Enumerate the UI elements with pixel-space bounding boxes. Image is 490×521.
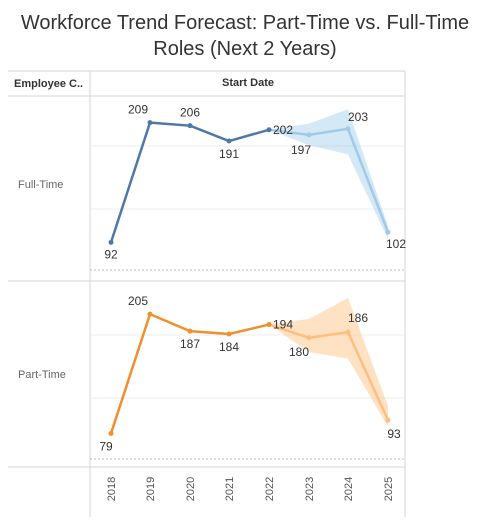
part-time-panel: Part-Time 79 205 187 184 194 180 186 93: [18, 294, 405, 453]
part-time-forecast-band: [269, 298, 388, 427]
part-time-forecast-point: [306, 335, 312, 341]
full-time-forecast-point: [385, 229, 391, 235]
part-time-row-label: Part-Time: [18, 369, 66, 381]
row-header: Employee C..: [14, 78, 83, 90]
part-time-actual-point: [187, 328, 193, 334]
x-tick-label: 2025: [383, 477, 395, 501]
full-time-forecast-point: [306, 132, 312, 138]
x-tick-label: 2022: [264, 477, 276, 501]
full-time-actual-label: 92: [104, 247, 118, 261]
full-time-actual-point: [147, 120, 153, 126]
part-time-forecast-label: 93: [387, 427, 401, 441]
part-time-actual-point: [147, 311, 153, 317]
part-time-actual-point: [226, 331, 232, 337]
full-time-forecast-point: [345, 126, 351, 132]
full-time-panel: Full-Time 92 209 206 191 202 197 203 102: [18, 103, 406, 262]
part-time-actual-point: [108, 430, 114, 436]
column-header: Start Date: [222, 77, 274, 89]
full-time-row-label: Full-Time: [18, 179, 63, 191]
full-time-actual-label: 206: [180, 106, 200, 120]
full-time-actual-point: [187, 123, 193, 129]
full-time-forecast-band: [269, 109, 388, 240]
part-time-actual-label: 205: [128, 294, 148, 308]
part-time-actual-label: 194: [273, 318, 293, 332]
full-time-forecast-line: [268, 127, 390, 233]
full-time-actual-line: [109, 121, 270, 243]
chart-title: Workforce Trend Forecast: Part-Time vs. …: [0, 10, 490, 62]
part-time-actual-point: [266, 322, 272, 328]
full-time-actual-label: 209: [128, 103, 148, 117]
full-time-actual-point: [226, 138, 232, 144]
part-time-actual-label: 187: [180, 337, 200, 351]
full-time-actual-point: [266, 127, 272, 133]
full-time-forecast-label: 203: [348, 110, 368, 124]
full-time-forecast-label: 102: [386, 237, 406, 251]
x-tick-label: 2023: [304, 477, 316, 501]
chart-title-line-2: Roles (Next 2 Years): [153, 38, 337, 60]
full-time-actual-label: 191: [219, 147, 239, 161]
x-tick-label: 2019: [145, 477, 157, 501]
full-time-forecast-label: 197: [291, 143, 311, 157]
chart-title-line-1: Workforce Trend Forecast: Part-Time vs. …: [20, 12, 470, 34]
x-tick-label: 2021: [224, 477, 236, 501]
part-time-forecast-label: 180: [289, 345, 309, 359]
full-time-actual-label: 202: [273, 123, 293, 137]
full-time-actual-point: [108, 239, 114, 245]
part-time-forecast-line: [268, 323, 390, 421]
x-tick-label: 2020: [185, 477, 197, 501]
x-tick-label: 2024: [343, 477, 355, 501]
part-time-actual-label: 79: [99, 439, 113, 453]
x-tick-label: 2018: [106, 477, 118, 501]
part-time-actual-label: 184: [219, 340, 239, 354]
part-time-forecast-label: 186: [348, 311, 368, 325]
part-time-forecast-point: [385, 417, 391, 423]
part-time-forecast-point: [345, 329, 351, 335]
